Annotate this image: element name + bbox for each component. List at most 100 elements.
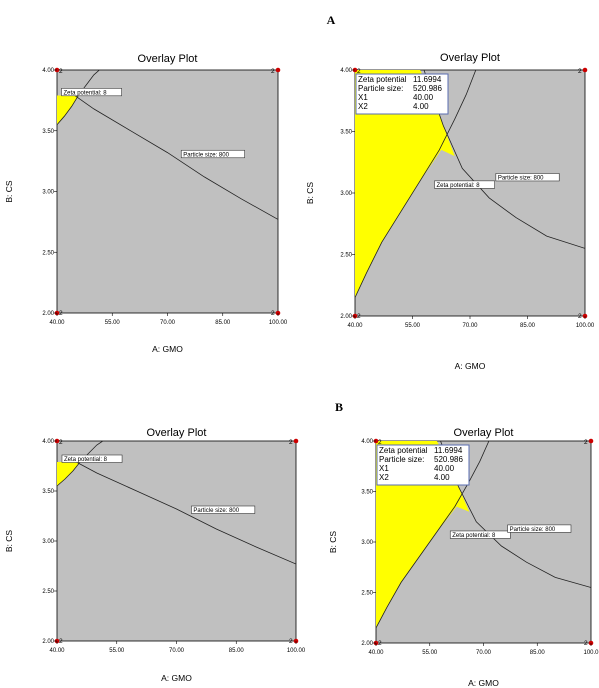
flag-value: 520.986 (413, 84, 442, 93)
feasible-region (376, 441, 470, 628)
flag-label: X2 (379, 473, 389, 482)
design-point-label: 2 (271, 310, 275, 317)
prediction-flag: Zeta potential 11.6994 Particle size: 520.9… (355, 73, 449, 115)
design-point-label: 2 (378, 640, 382, 647)
plot-title: Overlay Plot (440, 52, 500, 64)
overlay-plot-b-left: Overlay Plot Zeta potential: 8 Particle si… (4, 427, 306, 683)
y-tick-label: 2.00 (42, 639, 54, 645)
y-tick-label: 4.00 (361, 439, 373, 445)
x-tick-label: 55.00 (422, 650, 438, 656)
overlay-plot-a-right: Overlay Plot Zeta potential: 8 Particle si… (305, 52, 595, 371)
y-tick-label: 2.00 (340, 314, 352, 320)
y-tick-label: 3.50 (340, 130, 352, 136)
x-tick-label: 100.00 (269, 320, 288, 326)
contour-label-particle-size: Particle size: 800 (495, 173, 560, 181)
flag-value: 4.00 (434, 473, 450, 482)
y-tick-label: 2.50 (42, 589, 54, 595)
design-point-label: 2 (271, 68, 275, 75)
flag-value: 11.6994 (434, 446, 463, 455)
y-tick-label: 3.00 (42, 539, 54, 545)
contour-particle-size (64, 455, 296, 565)
design-point-label: 2 (357, 68, 361, 75)
x-tick-label: 40.00 (49, 320, 65, 326)
flag-label: Zeta potential (358, 75, 407, 84)
x-axis-label: A: GMO (455, 361, 486, 371)
contour-particle-size (423, 70, 585, 249)
flag-value: 40.00 (413, 93, 434, 102)
y-tick-label: 4.00 (42, 439, 54, 445)
y-tick-label: 2.50 (340, 253, 352, 259)
x-tick-label: 85.00 (530, 650, 546, 656)
x-tick-label: 70.00 (169, 648, 185, 654)
contour-particle-size (440, 441, 591, 588)
y-tick-label: 3.00 (361, 540, 373, 546)
y-tick-label: 2.00 (42, 311, 54, 317)
design-point-label: 2 (59, 439, 63, 446)
overlay-plot-a-left: Overlay Plot Zeta potential: 8 Particle si… (4, 53, 288, 354)
svg-text:Zeta potential: 8: Zeta potential: 8 (452, 533, 496, 539)
contour-label-zeta-potential: Zeta potential: 8 (434, 180, 495, 189)
contour-label-zeta-potential: Zeta potential: 8 (61, 88, 122, 96)
x-tick-label: 100.0 (583, 650, 599, 656)
y-tick-label: 2.00 (361, 641, 373, 647)
y-tick-label: 3.50 (361, 490, 373, 496)
overlay-plots: Overlay Plot Zeta potential: 8 Particle si… (4, 52, 599, 688)
x-tick-label: 70.00 (476, 650, 492, 656)
x-tick-label: 55.00 (405, 323, 421, 329)
design-point (588, 438, 594, 444)
design-point-label: 2 (578, 68, 582, 75)
overlay-plot-b-right: Overlay Plot Zeta potential: 8 Particle si… (328, 427, 599, 688)
y-tick-label: 4.00 (42, 68, 54, 74)
x-tick-label: 70.00 (160, 320, 176, 326)
plot-title: Overlay Plot (147, 427, 207, 439)
flag-label: Particle size: (379, 455, 424, 464)
contour-label-zeta-potential: Zeta potential: 8 (61, 454, 123, 463)
flag-value: 4.00 (413, 102, 429, 111)
plot-area (56, 440, 297, 642)
svg-text:Particle size: 800: Particle size: 800 (193, 508, 239, 514)
svg-text:Zeta potential: 8: Zeta potential: 8 (437, 183, 481, 189)
flag-value: 11.6994 (413, 75, 442, 84)
contour-zeta-potential (355, 70, 477, 298)
contour-particle-size (64, 87, 278, 220)
x-tick-label: 85.00 (229, 648, 245, 654)
design-point-label: 2 (59, 68, 63, 75)
feasible-region (57, 95, 78, 125)
x-tick-label: 55.00 (109, 648, 125, 654)
plot-content (376, 441, 591, 629)
x-tick-label: 40.00 (347, 323, 363, 329)
contour-label-particle-size: Particle size: 800 (191, 505, 256, 514)
design-point (275, 67, 281, 73)
x-axis-label: A: GMO (152, 344, 183, 354)
x-tick-label: 55.00 (105, 320, 121, 326)
design-point-label: 2 (289, 439, 293, 446)
contour-label-zeta-potential: Zeta potential: 8 (449, 530, 511, 539)
svg-text:Zeta potential: 8: Zeta potential: 8 (64, 90, 108, 96)
x-axis-label: A: GMO (468, 678, 499, 688)
design-point-label: 2 (289, 638, 293, 645)
svg-text:Particle size: 800: Particle size: 800 (510, 527, 556, 533)
y-tick-label: 4.00 (340, 68, 352, 74)
y-tick-label: 3.50 (42, 489, 54, 495)
design-point-label: 2 (584, 439, 588, 446)
flag-label: X1 (379, 464, 389, 473)
flag-label: Zeta potential (379, 446, 428, 455)
contour-label-particle-size: Particle size: 800 (507, 524, 572, 533)
svg-text:Zeta potential: 8: Zeta potential: 8 (64, 457, 108, 463)
feasible-region (355, 70, 455, 298)
x-tick-label: 100.00 (287, 648, 306, 654)
design-point-label: 2 (59, 310, 63, 317)
flag-label: X1 (358, 93, 368, 102)
y-axis-label: B: CS (4, 180, 14, 203)
x-tick-label: 85.00 (215, 320, 231, 326)
flag-label: Particle size: (358, 84, 403, 93)
flag-label: X2 (358, 102, 368, 111)
plot-title: Overlay Plot (138, 53, 198, 65)
plot-area (56, 69, 279, 314)
y-axis-label: B: CS (328, 531, 338, 554)
y-tick-label: 3.00 (42, 190, 54, 196)
design-point-label: 2 (357, 313, 361, 320)
y-tick-label: 2.50 (361, 591, 373, 597)
x-tick-label: 100.00 (576, 323, 595, 329)
